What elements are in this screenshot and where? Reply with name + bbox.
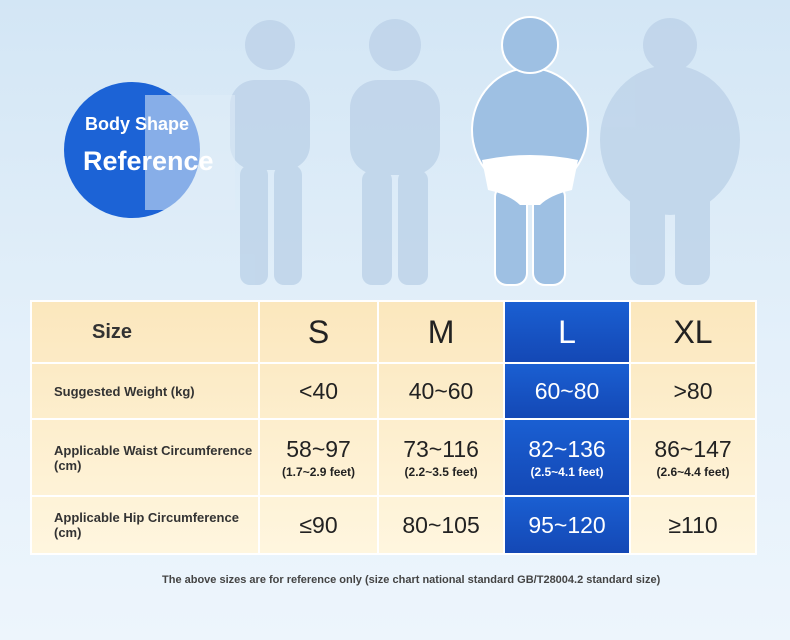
- title: Body Shape: [85, 114, 190, 134]
- table-row: Applicable Hip Circumference (cm) ≤90 80~10…: [30, 495, 757, 555]
- size-cell: M: [377, 300, 506, 364]
- value-cell: 86~147 (2.6~4.4 feet): [629, 418, 757, 497]
- value-cell: ≤90: [257, 495, 380, 555]
- footer-note: The above sizes are for reference only (…: [162, 574, 661, 586]
- label: Applicable Hip Circumference: [54, 510, 239, 525]
- note: (1.7~2.9 feet): [282, 465, 356, 479]
- illustration: [64, 16, 740, 286]
- size-label: Size: [30, 300, 260, 364]
- size-table: Size S M L XL Suggested Weight (kg) <40 40~60 60…: [30, 300, 757, 555]
- unit: (cm): [54, 525, 82, 540]
- text: Size: [92, 320, 133, 343]
- value-cell: >80: [629, 362, 757, 420]
- value: <40: [299, 377, 339, 404]
- value: ≥110: [668, 511, 718, 538]
- row-label: Applicable Waist Circumference (cm): [30, 418, 260, 497]
- title: Reference: [83, 146, 214, 176]
- size-cell: XL: [629, 300, 757, 364]
- value: 73~116: [403, 436, 479, 462]
- value: 80~105: [402, 511, 480, 538]
- value: 86~147: [654, 436, 732, 462]
- value: 95~120: [528, 511, 606, 538]
- size-cell: L: [503, 300, 632, 364]
- value: 82~136: [528, 436, 606, 462]
- value-cell: 60~80: [503, 362, 632, 420]
- label: Applicable Waist Circumference: [54, 442, 253, 458]
- value-cell: ≥110: [629, 495, 757, 555]
- value-cell: 40~60: [377, 362, 506, 420]
- row-label: Suggested Weight (kg): [30, 362, 260, 420]
- row-label: Applicable Hip Circumference (cm): [30, 495, 260, 555]
- label: Suggested Weight (kg): [54, 383, 195, 399]
- table-row: Applicable Waist Circumference (cm) 58~97 (…: [30, 418, 757, 497]
- value: ≤90: [299, 511, 338, 538]
- value: >80: [673, 377, 713, 404]
- value-cell: 58~97 (1.7~2.9 feet): [257, 418, 380, 497]
- value-cell: 95~120: [503, 495, 632, 555]
- value-cell: 80~105: [377, 495, 506, 555]
- value: 40~60: [408, 377, 474, 404]
- value: 60~80: [534, 377, 600, 404]
- unit: (cm): [54, 457, 82, 473]
- value: 58~97: [286, 436, 351, 462]
- note: (2.2~3.5 feet): [404, 465, 478, 479]
- value-cell: <40: [257, 362, 380, 420]
- header-row: Size S M L XL: [30, 300, 757, 364]
- note: (2.6~4.4 feet): [656, 465, 730, 479]
- value-cell: 82~136 (2.5~4.1 feet): [503, 418, 632, 497]
- size-cell: S: [257, 300, 380, 364]
- note: (2.5~4.1 feet): [530, 465, 604, 479]
- table-row: Suggested Weight (kg) <40 40~60 60~80 >80: [30, 362, 757, 420]
- value-cell: 73~116 (2.2~3.5 feet): [377, 418, 506, 497]
